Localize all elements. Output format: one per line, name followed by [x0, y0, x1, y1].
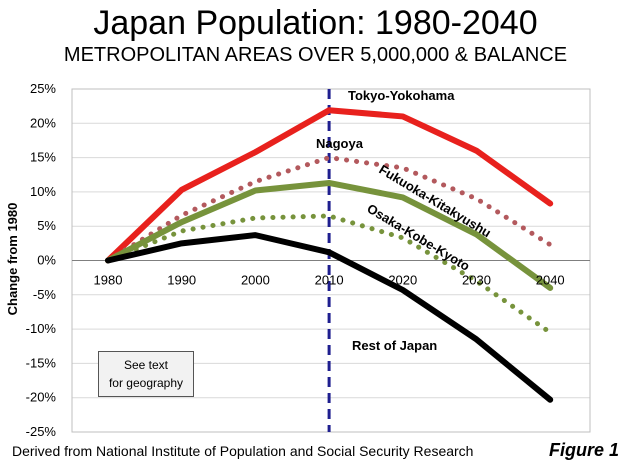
chart-subtitle: METROPOLITAN AREAS OVER 5,000,000 & BALA… — [63, 44, 568, 66]
y-tick-label: 20% — [30, 115, 56, 130]
x-tick-label: 1980 — [94, 273, 123, 288]
y-tick-label: -5% — [33, 287, 57, 302]
x-tick-label: 2010 — [315, 273, 344, 288]
geography-note: See text for geography — [98, 351, 194, 397]
y-tick-label: 0% — [37, 253, 56, 268]
x-tick-label: 2020 — [388, 273, 417, 288]
y-tick-label: -15% — [26, 355, 57, 370]
label-rest-of-japan: Rest of Japan — [352, 338, 437, 353]
series-line-osaka-kobe-kyoto — [105, 213, 553, 336]
series-line-tokyo-yokohama — [105, 107, 554, 264]
y-tick-label: -20% — [26, 390, 57, 405]
label-nagoya: Nagoya — [316, 136, 364, 151]
y-tick-label: -25% — [26, 424, 57, 439]
note-line-2: for geography — [108, 376, 184, 390]
figure-label: Figure 1 — [548, 440, 619, 460]
series-line-rest-of-japan — [105, 232, 554, 403]
chart-title: Japan Population: 1980-2040 — [93, 4, 538, 42]
y-axis-label: Change from 1980 — [5, 203, 20, 316]
y-tick-label: 10% — [30, 184, 56, 199]
x-tick-label: 1990 — [167, 273, 196, 288]
x-tick-label: 2030 — [462, 273, 491, 288]
y-tick-label: 15% — [30, 150, 56, 165]
y-tick-label: -10% — [26, 321, 57, 336]
note-line-1: See text — [123, 358, 169, 372]
y-tick-label: 25% — [30, 81, 56, 96]
series-line-fukuoka-kitakyushu — [105, 179, 554, 291]
y-tick-label: 5% — [37, 218, 56, 233]
x-tick-label: 2040 — [536, 273, 565, 288]
x-tick-label: 2000 — [241, 273, 270, 288]
source-note: Derived from National Institute of Popul… — [12, 443, 474, 459]
label-tokyo-yokohama: Tokyo-Yokohama — [348, 88, 455, 103]
